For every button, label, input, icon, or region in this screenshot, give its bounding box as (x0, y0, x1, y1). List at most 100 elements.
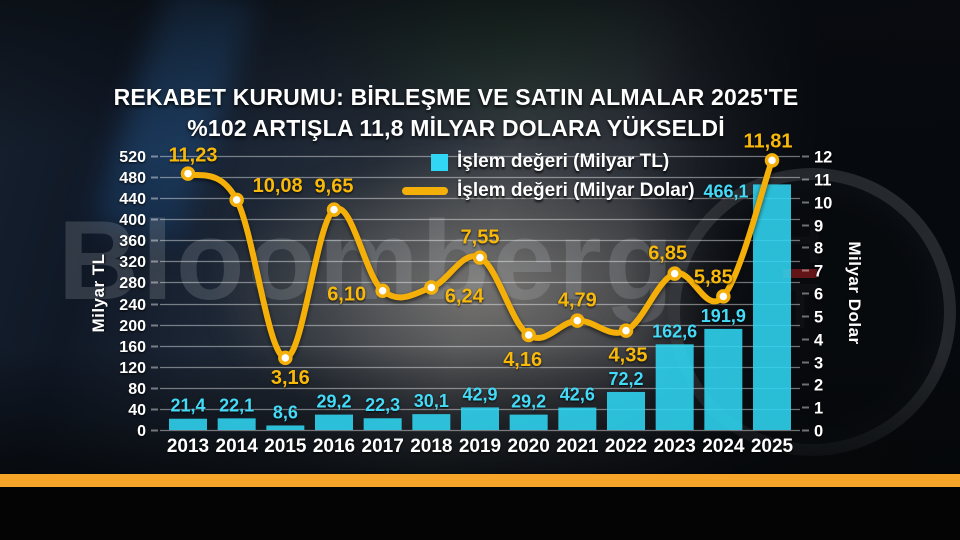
line-marker-2025 (764, 153, 780, 168)
bar-value-label-2021: 42,6 (560, 385, 595, 405)
x-axis-label-2014: 2014 (216, 436, 259, 457)
right-axis-tick-label: 4 (814, 332, 824, 350)
left-axis-tick-label: 0 (137, 423, 146, 440)
bar-value-label-2017: 22,3 (365, 395, 400, 415)
line-marker-2019 (472, 250, 488, 265)
bar-2023 (655, 344, 694, 430)
left-axis-tick-label: 320 (119, 254, 146, 271)
line-marker-2023 (667, 266, 682, 281)
bar-2013 (169, 418, 207, 430)
line-value-label-2025: 11,81 (744, 130, 793, 152)
right-axis-tick-label: 11 (814, 172, 831, 190)
left-axis-tick-label: 200 (119, 318, 146, 335)
right-axis-tick-label: 1 (814, 400, 823, 418)
bar-2017 (363, 418, 402, 430)
bar-2019 (461, 407, 499, 430)
bar-value-label-2014: 22,1 (219, 395, 254, 415)
right-axis-title: Milyar Dolar (845, 241, 864, 344)
line-value-label-2021: 4,79 (558, 290, 597, 312)
bar-2024 (704, 328, 743, 430)
bar-2018 (412, 414, 451, 430)
ht-watermark-red-bar (783, 269, 817, 279)
background-top-shade (0, 0, 960, 150)
right-axis-tick-label: 7 (814, 263, 823, 281)
footer-bar: BLOOMBERGHT.COM Bloomberg H T (0, 487, 960, 540)
right-axis-tick-label: 10 (814, 195, 832, 213)
bar-2014 (217, 418, 256, 430)
left-axis-tick-label: 360 (119, 233, 146, 250)
x-axis-label-2018: 2018 (410, 436, 452, 457)
line-value-label-2019: 7,55 (461, 227, 500, 249)
legend-label-line: İşlem değeri (Milyar Dolar) (457, 180, 695, 201)
line-marker-2024 (716, 289, 731, 304)
bar-value-label-2019: 42,9 (462, 384, 497, 404)
x-axis-label-2022: 2022 (605, 436, 647, 457)
legend-label-bars: İşlem değeri (Milyar TL) (457, 151, 670, 172)
bar-value-label-2018: 30,1 (414, 391, 449, 411)
line-marker-2017 (375, 283, 390, 298)
left-axis-tick-label: 120 (119, 360, 146, 377)
left-axis-tick-label: 400 (119, 212, 146, 229)
x-axis-label-2025: 2025 (751, 436, 794, 457)
headline: REKABET KURUMU: BİRLEŞME VE SATIN ALMALA… (0, 82, 912, 144)
line-value-label-2016: 9,65 (315, 176, 354, 198)
bar-2016 (315, 414, 353, 430)
x-axis-label-2024: 2024 (702, 436, 745, 457)
headline-line2: %102 ARTIŞLA 11,8 MİLYAR DOLARA YÜKSELDİ (187, 115, 725, 141)
x-axis-label-2015: 2015 (264, 436, 307, 457)
left-axis-tick-label: 480 (119, 170, 146, 187)
x-axis-label-2021: 2021 (556, 436, 599, 457)
bar-value-label-2024: 191,9 (701, 306, 746, 326)
left-axis-tick-label: 80 (128, 381, 146, 398)
bar-value-label-2022: 72,2 (608, 369, 643, 389)
left-axis-tick-label: 440 (119, 191, 146, 208)
combo-chart: 0 40 80 120 160 200 240 280 320 360 400 440 480 520 0 1… (89, 130, 864, 457)
right-axis-tick-label: 6 (814, 286, 823, 304)
line-marker-2020 (521, 327, 536, 343)
line-value-label-2015: 3,16 (271, 367, 310, 389)
x-axis-label-2019: 2019 (459, 436, 501, 457)
bar-2020 (509, 414, 548, 430)
left-axis-title: Milyar TL (89, 253, 108, 332)
bar-value-label-2016: 29,2 (316, 392, 351, 412)
line-value-label-2017: 6,10 (327, 284, 366, 306)
left-axis-tick-label: 520 (119, 149, 146, 166)
accent-strip (0, 474, 960, 487)
headline-line1: REKABET KURUMU: BİRLEŞME VE SATIN ALMALA… (113, 84, 799, 110)
x-axis-label-2016: 2016 (313, 436, 355, 457)
line-marker-2022 (618, 323, 634, 338)
bar-value-label-2013: 21,4 (170, 396, 205, 416)
line-marker-2014 (229, 192, 244, 208)
x-axis-label-2017: 2017 (362, 436, 404, 457)
left-axis-tick-label: 280 (119, 275, 146, 292)
right-axis-tick-label: 2 (814, 377, 823, 395)
line-marker-2013 (180, 166, 196, 181)
chart-legend: İşlem değeri (Milyar TL) İşlem değeri (M… (398, 149, 695, 204)
line-value-label-2013: 11,23 (169, 145, 218, 167)
legend-row-line: İşlem değeri (Milyar Dolar) (398, 178, 695, 204)
line-value-label-2024: 5,85 (694, 266, 733, 288)
line-marker-2021 (570, 313, 585, 328)
right-axis-tick-label: 3 (814, 355, 823, 373)
right-axis-tick-label: 12 (814, 149, 832, 167)
right-axis-tick-label: 5 (814, 309, 823, 327)
bar-2021 (558, 407, 597, 430)
bar-value-label-2023: 162,6 (652, 321, 697, 341)
bar-2025 (753, 184, 791, 430)
bar-series-swatch-icon (431, 153, 448, 171)
x-axis-label-2023: 2023 (654, 436, 696, 457)
legend-row-bars: İşlem değeri (Milyar TL) (398, 149, 695, 175)
left-axis-tick-label: 40 (128, 402, 146, 419)
line-value-label-2020: 4,16 (503, 349, 542, 371)
left-axis-tick-label: 160 (119, 339, 146, 356)
right-axis-tick-label: 9 (814, 218, 823, 236)
line-value-label-2022: 4,35 (609, 345, 648, 367)
line-series-swatch-icon (402, 187, 448, 195)
left-axis-tick-label: 240 (119, 297, 146, 314)
bar-value-label-2015: 8,6 (273, 402, 298, 422)
x-axis-label-2013: 2013 (167, 436, 209, 457)
line-marker-2018 (424, 280, 439, 295)
line-value-label-2018: 6,24 (445, 286, 485, 308)
line-value-label-2014: 10,08 (253, 175, 303, 197)
